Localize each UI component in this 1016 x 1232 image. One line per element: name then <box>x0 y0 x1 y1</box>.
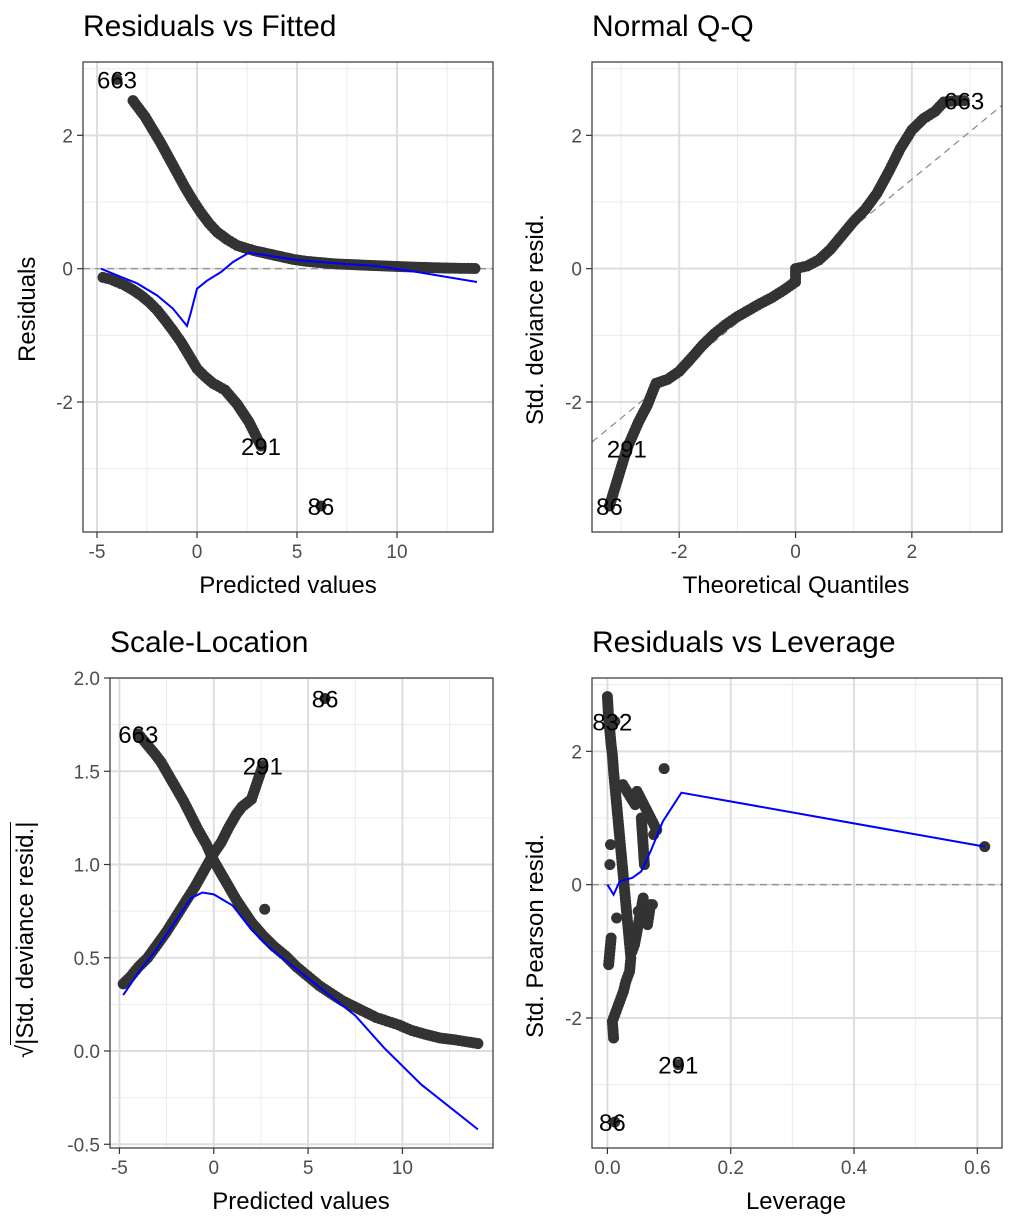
y-tick-label: -2 <box>565 393 582 414</box>
y-tick-label: 2 <box>571 126 582 147</box>
normal-qq-panel: Normal Q-Q 663 291 86 -2 0 2 -2 0 2 Std. devianc… <box>508 0 1016 616</box>
data-point <box>315 500 327 512</box>
panel-border <box>591 61 1003 533</box>
x-tick-label: 5 <box>292 542 303 563</box>
y-tick-label: -2 <box>565 1009 582 1030</box>
y-tick-label: -2 <box>56 393 73 414</box>
data-point <box>954 95 966 107</box>
x-axis-label: Predicted values <box>199 572 377 599</box>
data-point <box>468 1037 480 1049</box>
data-point <box>672 1059 684 1071</box>
chart-title: Scale-Location <box>110 626 309 659</box>
data-point <box>607 1029 619 1041</box>
series-path <box>103 277 321 506</box>
chart-title: Residuals vs Leverage <box>592 626 896 659</box>
grid <box>592 62 1002 532</box>
panel-border <box>109 677 494 1149</box>
data-point <box>319 693 331 705</box>
point-label: 663 <box>944 89 984 116</box>
y-tick-label: 0.5 <box>74 949 100 970</box>
data-point <box>259 903 271 915</box>
data-point <box>609 1116 621 1128</box>
x-tick-label: 0.2 <box>718 1158 744 1179</box>
data-point <box>632 788 644 800</box>
y-tick-label: 0.0 <box>74 1042 100 1063</box>
data-point <box>604 859 616 871</box>
panel-border <box>591 677 1003 1149</box>
y-tick-label: 1.0 <box>74 856 100 877</box>
point-label: 663 <box>97 67 137 94</box>
data-point <box>605 935 617 947</box>
data-point <box>946 95 958 107</box>
data-point <box>604 839 616 851</box>
x-tick-label: 0 <box>208 1158 219 1179</box>
point-label: 86 <box>312 687 339 714</box>
chart-title: Residuals vs Fitted <box>83 10 337 43</box>
plot-area: 832 291 86 0.0 0.2 0.4 0.6 -2 0 2 <box>565 677 1003 1179</box>
x-axis-label: Leverage <box>745 1188 847 1215</box>
x-tick-label: 0 <box>192 542 203 563</box>
y-tick-label: 0 <box>62 260 73 281</box>
x-tick-label: 5 <box>303 1158 314 1179</box>
plot-area: 86 663 291 -5 0 5 10 -0.5 0.0 0.5 1.0 1.5 2.0 <box>67 669 494 1179</box>
point-label: 86 <box>308 494 335 521</box>
grid <box>110 678 493 1148</box>
data-point <box>111 73 123 85</box>
chart-title: Normal Q-Q <box>592 10 754 43</box>
y-axis-label: Std. Pearson resid. <box>522 833 549 1038</box>
y-tick-label: -0.5 <box>67 1135 100 1156</box>
smooth-line <box>122 891 479 1131</box>
data-point <box>256 763 268 775</box>
data-point <box>466 262 477 274</box>
y-axis-label: Residuals <box>14 256 41 362</box>
panel-border <box>82 61 494 533</box>
x-tick-label: -5 <box>89 542 106 563</box>
x-tick-label: 0.6 <box>964 1158 990 1179</box>
point-label: 291 <box>243 754 283 781</box>
y-tick-label: 2.0 <box>74 669 100 690</box>
data-point <box>254 437 265 449</box>
point-label: 86 <box>599 1110 626 1137</box>
x-tick-label: 0.0 <box>594 1158 620 1179</box>
x-tick-label: 0 <box>790 542 801 563</box>
y-tick-label: 2 <box>62 126 73 147</box>
y-tick-label: 0 <box>571 876 582 897</box>
plot-area: 663 291 86 -5 0 5 10 -2 0 2 <box>56 61 494 563</box>
plot-area: 663 291 86 -2 0 2 -2 0 2 <box>565 61 1003 563</box>
point-label: 291 <box>241 434 281 461</box>
x-tick-label: -2 <box>671 542 688 563</box>
y-axis-label: √|Std. deviance resid.| <box>10 821 40 1058</box>
point-label: 291 <box>607 437 647 464</box>
x-tick-label: -5 <box>111 1158 128 1179</box>
y-tick-label: 0 <box>571 260 582 281</box>
scale-location-panel: Scale-Location 86 663 291 -5 0 5 10 -0.5 0.0 0.5 1… <box>0 616 508 1232</box>
data-point <box>637 895 649 907</box>
y-tick-label: 2 <box>571 742 582 763</box>
point-label: 663 <box>118 722 158 749</box>
sqrt-symbol: √ <box>12 1044 39 1058</box>
x-axis-label: Theoretical Quantiles <box>682 572 910 599</box>
data-point <box>611 912 623 924</box>
x-tick-label: 2 <box>907 542 918 563</box>
grid <box>592 678 1002 1148</box>
point-label: 832 <box>592 709 632 736</box>
y-axis-label-text: |Std. deviance resid.| <box>10 821 39 1045</box>
smooth-line <box>606 791 985 897</box>
residuals-vs-leverage-panel: Residuals vs Leverage 832 291 86 0.0 0.2 0.4 0… <box>508 616 1016 1232</box>
x-tick-label: 10 <box>386 542 407 563</box>
smooth-line <box>100 251 478 329</box>
point-label: 86 <box>596 494 623 521</box>
point-label: 291 <box>658 1053 698 1080</box>
data-point <box>658 763 670 775</box>
y-tick-label: 1.5 <box>74 762 100 783</box>
x-tick-label: 0.4 <box>841 1158 868 1179</box>
y-axis-label: Std. deviance resid. <box>522 214 549 425</box>
x-axis-label: Predicted values <box>212 1188 390 1215</box>
residuals-vs-fitted-panel: Residuals vs Fitted 663 291 86 -5 0 5 10 -2 0 2 R… <box>0 0 508 616</box>
x-tick-label: 10 <box>392 1158 413 1179</box>
